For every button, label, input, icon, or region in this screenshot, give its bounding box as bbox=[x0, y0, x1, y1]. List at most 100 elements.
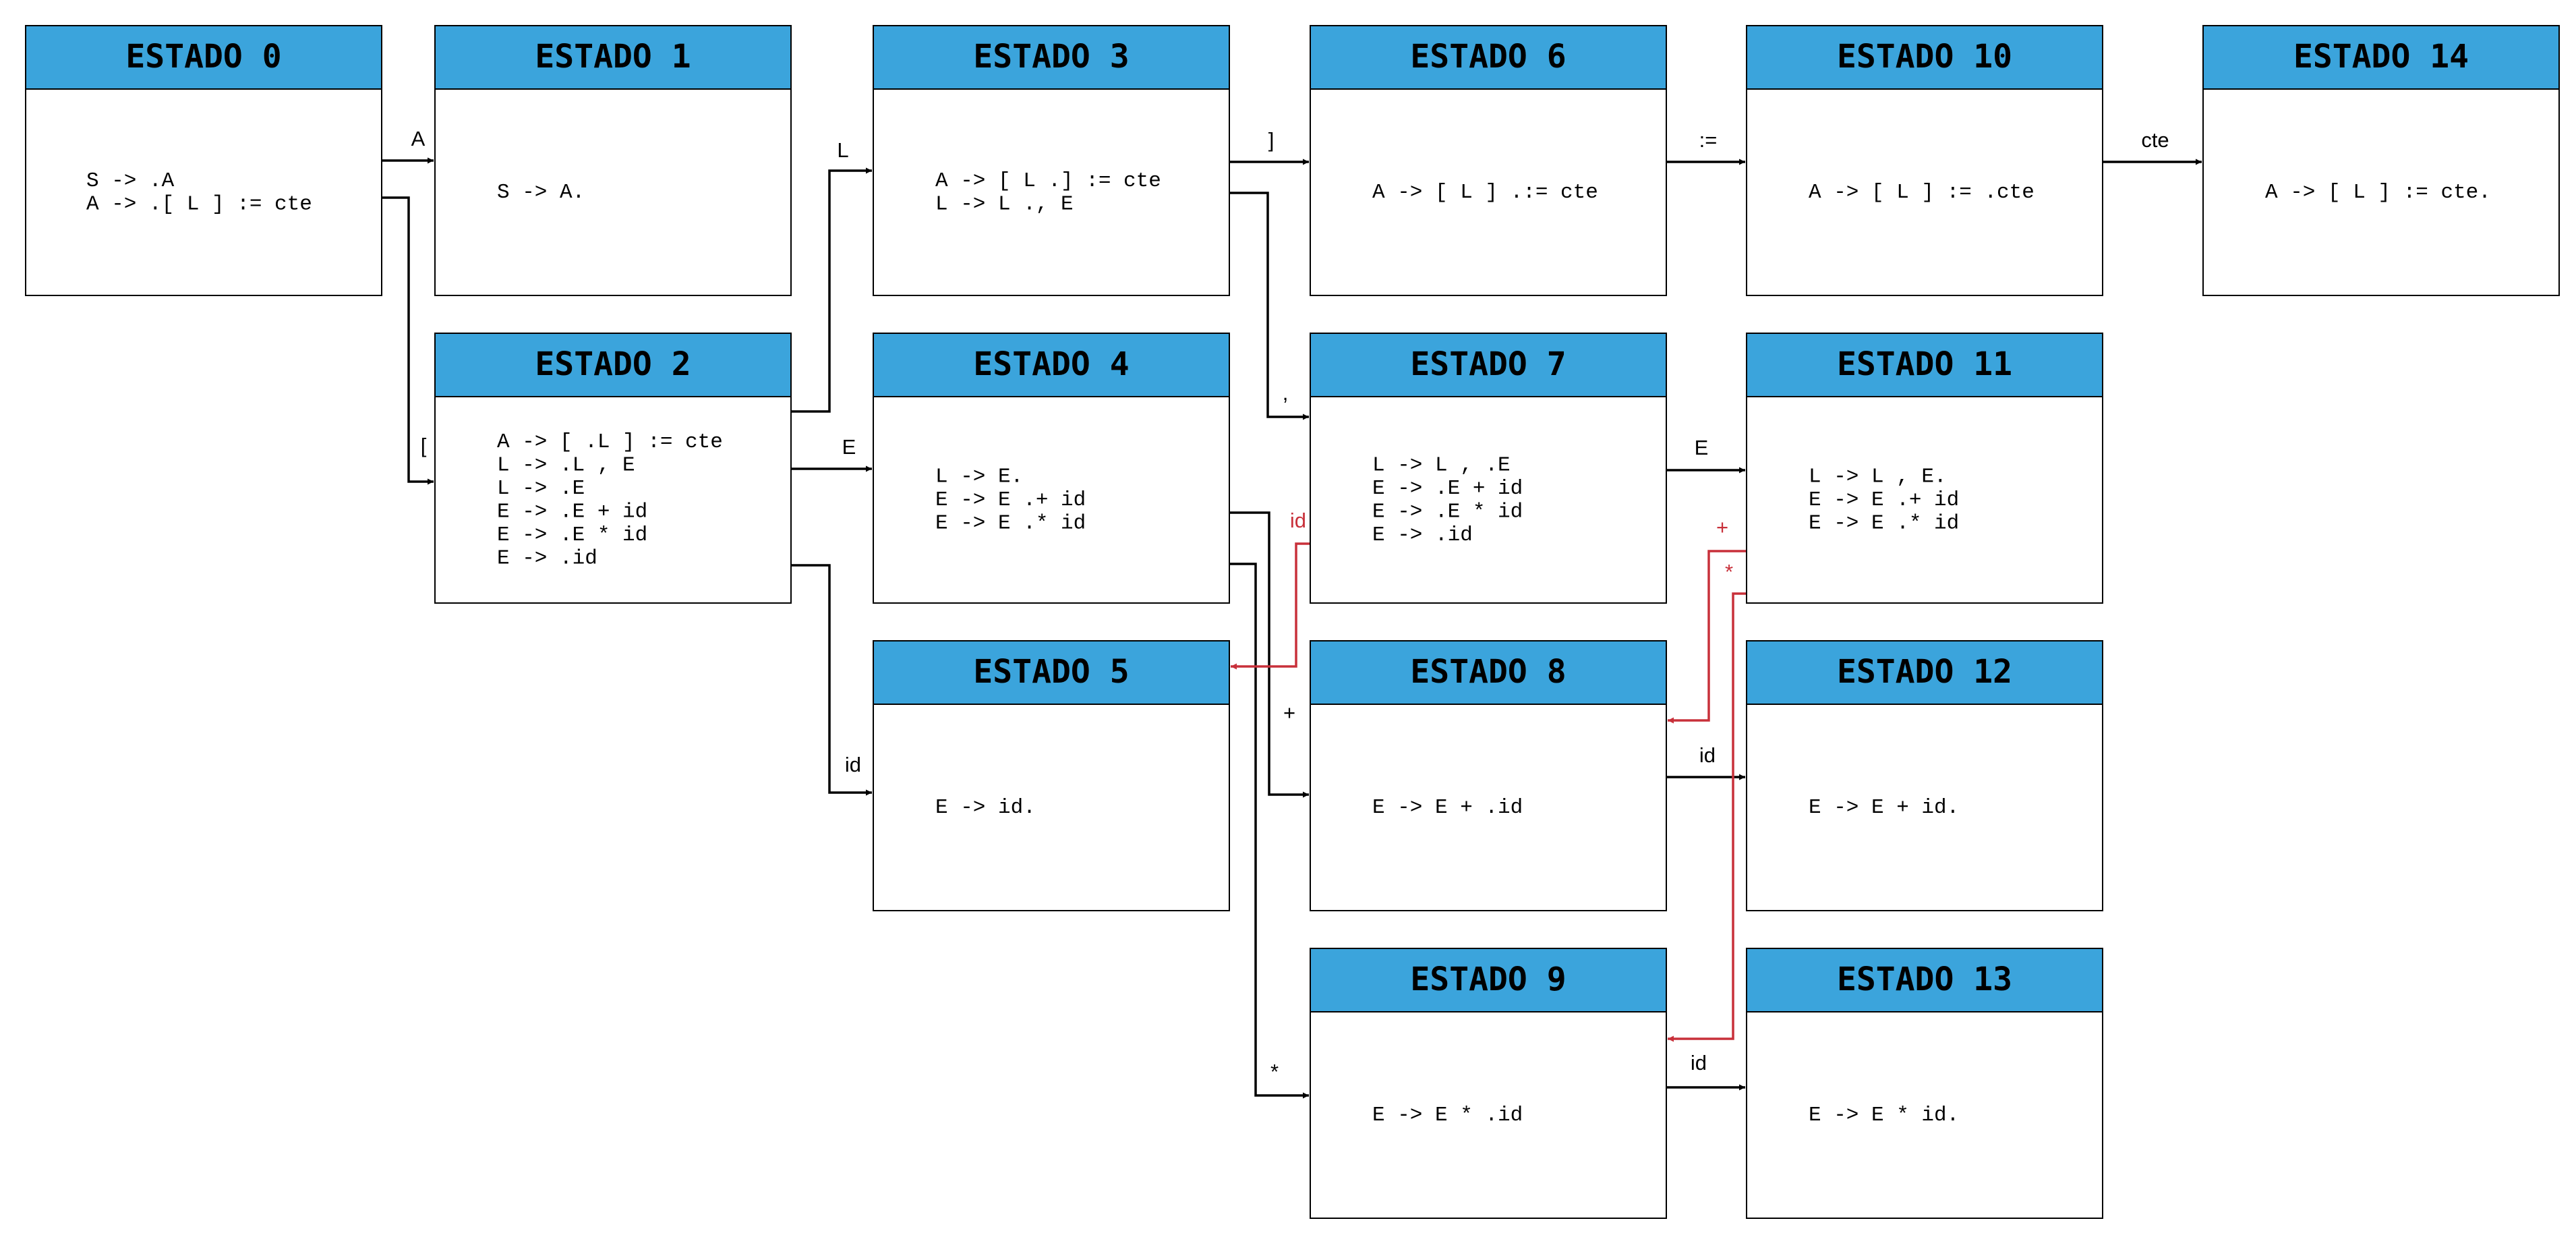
transition-9-to-13: id bbox=[1666, 1051, 1745, 1091]
transition-arrow bbox=[1229, 192, 1309, 420]
state-header bbox=[873, 25, 1230, 90]
transition-label: * bbox=[1270, 1060, 1279, 1083]
lr-item: E -> E .* id bbox=[935, 512, 1086, 536]
transition-2-to-3: L bbox=[791, 138, 872, 413]
state-4: ESTADO 4 L -> E.E -> E .+ idE -> E .* id bbox=[873, 333, 1230, 604]
transition-7-to-11: E bbox=[1666, 436, 1745, 474]
lr-item: L -> .L , E bbox=[497, 453, 635, 477]
state-7: ESTADO 7 L -> L , .EE -> .E + idE -> .E *… bbox=[1310, 333, 1667, 604]
lr-item: A -> [ .L ] := cte bbox=[497, 430, 723, 454]
transition-0-to-1: A bbox=[382, 127, 434, 164]
state-0: ESTADO 0 S -> .AA -> .[ L ] := cte bbox=[25, 25, 382, 296]
state-title: ESTADO 3 bbox=[973, 38, 1129, 76]
transition-arrow bbox=[791, 564, 872, 796]
state-12: ESTADO 12 E -> E + id. bbox=[1746, 640, 2103, 911]
transition-label: + bbox=[1716, 515, 1728, 539]
transition-label: cte bbox=[2141, 128, 2169, 152]
transition-label: id bbox=[1290, 509, 1306, 532]
transition-arrow bbox=[1229, 511, 1309, 798]
transition-2-to-4: E bbox=[791, 435, 872, 472]
lr-item: E -> .id bbox=[1372, 523, 1473, 547]
state-5: ESTADO 5 E -> id. bbox=[873, 640, 1230, 911]
state-title: ESTADO 12 bbox=[1837, 653, 2012, 691]
lr-item: L -> L , .E bbox=[1372, 453, 1511, 477]
state-header bbox=[1310, 948, 1667, 1012]
state-header bbox=[1746, 25, 2103, 90]
state-title: ESTADO 1 bbox=[535, 38, 691, 76]
lr-item: S -> A. bbox=[497, 181, 585, 204]
lr-item: E -> .E * id bbox=[1372, 500, 1523, 523]
state-title: ESTADO 13 bbox=[1837, 961, 2012, 998]
state-8: ESTADO 8 E -> E + .id bbox=[1310, 640, 1667, 911]
transition-arrow bbox=[791, 167, 872, 413]
transition-label: E bbox=[1695, 436, 1709, 459]
state-title: ESTADO 7 bbox=[1410, 345, 1566, 383]
state-10: ESTADO 10 A -> [ L ] := .cte bbox=[1746, 25, 2103, 296]
transition-4-to-8: + bbox=[1229, 511, 1309, 798]
lr-item: L -> L , E. bbox=[1809, 465, 1947, 489]
state-title: ESTADO 2 bbox=[535, 345, 691, 383]
state-title: ESTADO 8 bbox=[1410, 653, 1566, 691]
lr-item: A -> [ L ] .:= cte bbox=[1372, 181, 1598, 204]
lr-item: E -> .E + id bbox=[1372, 477, 1523, 501]
transition-arrow bbox=[1668, 550, 1747, 724]
transition-label: + bbox=[1283, 701, 1295, 724]
state-header bbox=[1746, 333, 2103, 397]
transition-arrow bbox=[382, 196, 434, 485]
lr-item: A -> [ L .] := cte bbox=[935, 169, 1161, 193]
lr-item: E -> E + id. bbox=[1809, 796, 1959, 820]
transition-0-to-2: [ bbox=[382, 196, 434, 485]
transition-label: A bbox=[411, 127, 426, 150]
state-header bbox=[25, 25, 382, 90]
lr-item: E -> E * id. bbox=[1809, 1104, 1959, 1127]
state-header bbox=[1746, 640, 2103, 705]
transition-arrow bbox=[1229, 563, 1309, 1099]
state-6: ESTADO 6 A -> [ L ] .:= cte bbox=[1310, 25, 1667, 296]
transition-label: := bbox=[1699, 128, 1718, 152]
state-header bbox=[1310, 333, 1667, 397]
state-title: ESTADO 5 bbox=[973, 653, 1129, 691]
transition-6-to-10: := bbox=[1666, 128, 1745, 165]
transition-label: id bbox=[845, 753, 861, 776]
transition-label: * bbox=[1725, 560, 1733, 583]
state-1: ESTADO 1 S -> A. bbox=[434, 25, 792, 296]
lr-item: E -> E .+ id bbox=[935, 488, 1086, 512]
transition-label: [ bbox=[421, 434, 427, 457]
transition-label: id bbox=[1699, 743, 1716, 767]
state-title: ESTADO 9 bbox=[1410, 961, 1566, 998]
lr-item: A -> [ L ] := cte. bbox=[2265, 181, 2491, 204]
lr-item: E -> E * .id bbox=[1372, 1104, 1523, 1127]
transition-label: , bbox=[1283, 381, 1289, 405]
lr-item: E -> E .+ id bbox=[1809, 488, 1959, 512]
lr-item: E -> .E * id bbox=[497, 523, 647, 547]
states-layer: ESTADO 0S -> .AA -> .[ L ] := cteESTADO … bbox=[25, 25, 2560, 1219]
transition-7-to-5: id bbox=[1231, 509, 1310, 670]
state-header bbox=[1310, 640, 1667, 705]
state-title: ESTADO 11 bbox=[1837, 345, 2012, 383]
lr-item: A -> [ L ] := .cte bbox=[1809, 181, 2035, 204]
state-header bbox=[1310, 25, 1667, 90]
state-title: ESTADO 6 bbox=[1410, 38, 1566, 76]
state-header bbox=[434, 333, 792, 397]
transition-3-to-7: , bbox=[1229, 192, 1309, 420]
transition-4-to-9: * bbox=[1229, 563, 1309, 1099]
transition-label: id bbox=[1691, 1051, 1707, 1075]
transitions-layer: A [ L Eid], + * := cte Eid id id + * bbox=[382, 127, 2202, 1099]
state-9: ESTADO 9 E -> E * .id bbox=[1310, 948, 1667, 1219]
state-header bbox=[1746, 948, 2103, 1012]
transition-label: E bbox=[842, 435, 856, 459]
lr-item: E -> E + .id bbox=[1372, 796, 1523, 820]
transition-10-to-14: cte bbox=[2103, 128, 2202, 165]
lr-item: L -> .E bbox=[497, 477, 585, 501]
lr-item: E -> E .* id bbox=[1809, 512, 1959, 536]
lr-item: E -> .id bbox=[497, 546, 597, 570]
lr-item: L -> E. bbox=[935, 465, 1023, 489]
transition-2-to-5: id bbox=[791, 564, 872, 796]
state-13: ESTADO 13 E -> E * id. bbox=[1746, 948, 2103, 1219]
transition-label: L bbox=[837, 138, 848, 162]
state-header bbox=[873, 640, 1230, 705]
transition-label: ] bbox=[1268, 128, 1275, 152]
